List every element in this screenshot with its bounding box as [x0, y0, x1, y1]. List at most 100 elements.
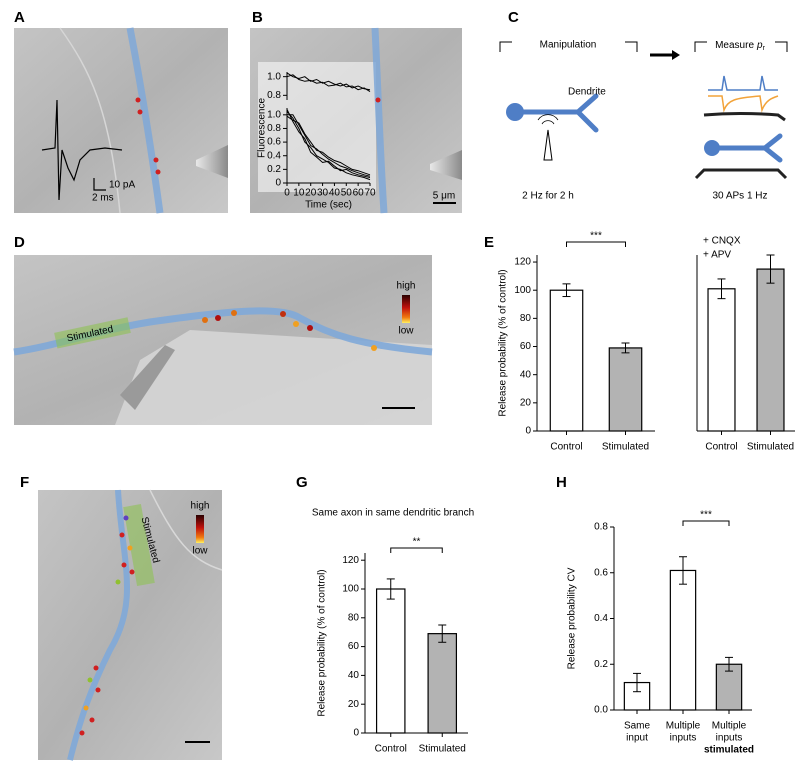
y-tick-label: 100 — [514, 285, 531, 296]
y-tick-label: 100 — [342, 584, 359, 595]
panel-label: B — [252, 9, 263, 26]
bar — [707, 288, 736, 432]
error-bar — [725, 656, 733, 672]
significance-bracket — [566, 241, 626, 247]
y-tick-label: 40 — [348, 670, 360, 681]
y-tick-label: 120 — [342, 555, 359, 566]
schematic-c: Manipulation Measure pr Dendrite 2 Hz for… — [499, 40, 788, 202]
x-tick-label: stimulated — [704, 745, 754, 756]
y-tick-label: 0 — [275, 178, 281, 189]
y-tick-label: 80 — [348, 612, 360, 623]
y-axis-label: Release probability (% of control) — [498, 269, 509, 416]
y-tick-label: 0.2 — [267, 164, 281, 175]
data-line — [286, 115, 371, 176]
x-tick-label: Multiple — [712, 721, 747, 732]
error-bar — [633, 672, 641, 693]
x-tick-label: 40 — [329, 188, 341, 199]
y-tick-label: 20 — [348, 699, 360, 710]
y-tick-label: 1.0 — [267, 109, 281, 120]
scale-label: 10 pA — [109, 180, 135, 191]
y-tick-label: 0.6 — [267, 137, 281, 148]
significance-label: ** — [413, 537, 421, 548]
y-tick-label: 60 — [520, 341, 532, 352]
y-tick-label: 0.6 — [594, 567, 608, 578]
heat-label: high — [191, 501, 210, 512]
y-tick-label: 0 — [353, 728, 359, 739]
error-bar — [562, 283, 571, 298]
y-tick-label: 20 — [520, 397, 532, 408]
y-axis-label: Release probability (% of control) — [317, 569, 328, 716]
error-bar — [386, 578, 395, 600]
panel-label: H — [556, 474, 567, 491]
scale-label: 2 ms — [92, 193, 114, 204]
x-tick-label: 50 — [341, 188, 353, 199]
significance-bracket — [682, 520, 730, 526]
y-tick-label: 0.2 — [594, 659, 608, 670]
data-line — [286, 72, 371, 91]
data-line — [286, 109, 371, 178]
significance-label: *** — [700, 510, 712, 521]
micrograph-f: Stimulated high low — [38, 489, 223, 761]
schematic-text: 2 Hz for 2 h — [522, 191, 574, 202]
error-bar — [679, 556, 687, 585]
y-tick-label: 0 — [525, 426, 531, 437]
schematic-text: Measure — [715, 40, 754, 51]
x-tick-label: Same — [624, 721, 651, 732]
data-line — [286, 74, 371, 93]
y-tick-label: 0.0 — [594, 705, 608, 716]
x-tick-label: 10 — [293, 188, 305, 199]
y-axis-label: Fluorescence — [257, 98, 268, 158]
x-tick-label: Control — [705, 442, 737, 453]
schematic-text: Dendrite — [568, 87, 606, 98]
x-tick-label: 0 — [284, 188, 290, 199]
micrograph-a: 10 pA 2 ms — [14, 27, 228, 214]
y-axis-label: Release probability CV — [567, 567, 578, 669]
x-tick-label: 30 — [317, 188, 329, 199]
y-tick-label: 60 — [348, 641, 360, 652]
bar — [375, 588, 406, 734]
y-tick-label: 1.0 — [267, 71, 281, 82]
data-line — [286, 111, 371, 181]
bar — [549, 289, 584, 432]
y-tick-label: 0.8 — [267, 123, 281, 134]
error-bar — [438, 624, 447, 643]
bar — [715, 663, 743, 711]
bar — [427, 633, 458, 734]
panel-label: E — [484, 234, 494, 251]
data-line — [287, 114, 371, 177]
x-tick-label: input — [626, 733, 648, 744]
heat-label: low — [398, 326, 414, 337]
panel-label: A — [14, 9, 25, 26]
schematic-text: r — [763, 45, 766, 52]
x-tick-label: Stimulated — [602, 442, 649, 453]
error-bar — [766, 254, 775, 284]
x-tick-label: 70 — [364, 188, 376, 199]
chart-title: Same axon in same dendritic branch — [312, 508, 474, 519]
annotation: + APV — [703, 250, 731, 261]
bar — [669, 569, 697, 711]
x-tick-label: Control — [375, 744, 407, 755]
x-tick-label: 60 — [353, 188, 365, 199]
significance-bracket — [390, 547, 443, 553]
panel-label: C — [508, 9, 519, 26]
x-axis-label: Time (sec) — [305, 200, 352, 211]
panel-label: F — [20, 474, 29, 491]
schematic-text: Manipulation — [540, 40, 597, 51]
schematic-text: Measure pr — [715, 40, 765, 52]
bar — [756, 268, 785, 432]
bar — [608, 347, 643, 432]
y-tick-label: 0.8 — [594, 522, 608, 533]
annotation: + CNQX — [703, 236, 741, 247]
y-tick-label: 0.8 — [267, 90, 281, 101]
heat-label: high — [397, 281, 416, 292]
y-tick-label: 40 — [520, 369, 532, 380]
y-tick-label: 0.4 — [594, 613, 608, 624]
panel-label: D — [14, 234, 25, 251]
x-tick-label: Multiple — [666, 721, 701, 732]
schematic-text: p — [756, 40, 763, 51]
x-tick-label: inputs — [670, 733, 697, 744]
micrograph-b: 5 μm — [250, 27, 462, 214]
y-tick-label: 0.4 — [267, 150, 281, 161]
x-tick-label: inputs — [716, 733, 743, 744]
